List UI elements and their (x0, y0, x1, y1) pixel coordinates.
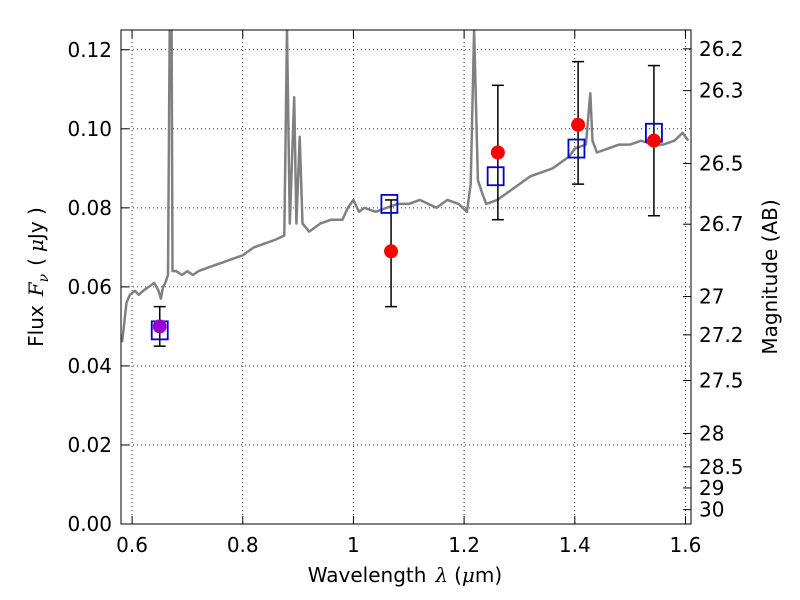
mag-tick-label: 26.5 (699, 152, 744, 176)
y-tick-label: 0.10 (67, 117, 112, 141)
x-tick-label: 1.2 (448, 533, 480, 557)
mag-tick-label: 30 (699, 498, 724, 522)
observed-point (490, 145, 505, 160)
observed-point (646, 133, 661, 148)
y-tick-label: 0.06 (67, 275, 112, 299)
mag-tick-label: 27 (699, 285, 724, 309)
mag-tick-label: 26.3 (699, 79, 744, 103)
mag-tick-label: 27.5 (699, 369, 744, 393)
plot-frame (120, 29, 692, 525)
y-tick-label: 0.00 (67, 512, 112, 536)
y2-axis-label: Magnitude (AB) (758, 199, 782, 354)
x-tick-label: 1.4 (559, 533, 591, 557)
observed-point (571, 117, 586, 132)
x-axis-label: Wavelength λ (μm) (308, 563, 502, 587)
x-tick-label: 0.8 (227, 533, 259, 557)
y-tick-label: 0.08 (67, 196, 112, 220)
mag-tick-label: 28 (699, 421, 724, 445)
grid-lines (121, 30, 691, 524)
x-tick-label: 0.6 (116, 533, 148, 557)
spectrum-line (121, 30, 690, 343)
y-tick-label: 0.12 (67, 38, 112, 62)
observed-point (384, 244, 399, 259)
x-tick-label: 1.6 (670, 533, 702, 557)
plot-area (121, 30, 690, 347)
mag-tick-label: 29 (699, 476, 724, 500)
mag-tick-label: 27.2 (699, 323, 744, 347)
model-photometry-square (380, 193, 399, 214)
mag-tick-label: 26.2 (699, 37, 744, 61)
axes: 0.6 0.8 1 1.2 1.4 1.6 0.00 0.02 0.04 0.06 0.08 0.10… (67, 30, 744, 557)
model-photometry-square (486, 166, 505, 187)
model-photometry-square (567, 138, 586, 159)
x-tick-label: 1 (347, 533, 360, 557)
mag-tick-label: 26.7 (699, 212, 744, 236)
y-tick-label: 0.04 (67, 354, 112, 378)
observed-point (152, 319, 167, 334)
y-tick-label: 0.02 (67, 433, 112, 457)
y-axis-label: FluxFν(μJy ) (24, 207, 52, 347)
mag-tick-label: 28.5 (699, 455, 744, 479)
